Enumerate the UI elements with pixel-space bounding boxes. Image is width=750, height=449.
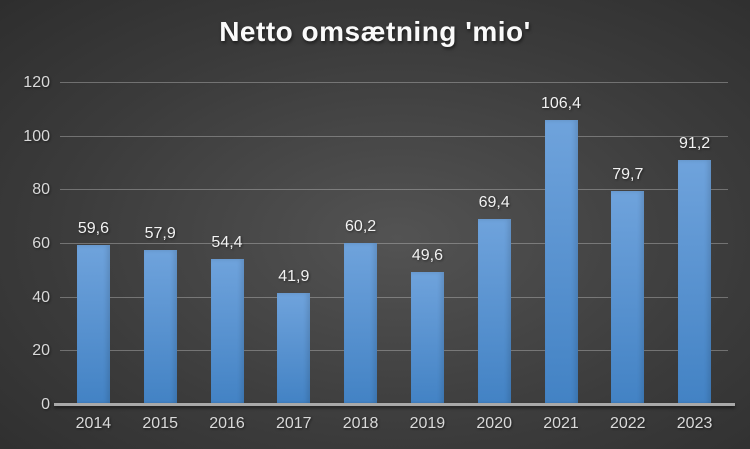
- gridline-80: [60, 189, 728, 191]
- y-tick-label-120: 120: [23, 74, 50, 91]
- data-label-2014: 59,6: [77, 220, 109, 238]
- bar-2015: [143, 249, 177, 405]
- data-label-2016: 54,4: [211, 234, 243, 252]
- plot-area: 59,6 57,9 54,4 41,9 60,2 49,6 69,4 106,4 79,7 91,…: [60, 82, 728, 405]
- x-tick-label-2017: 2017: [275, 415, 312, 432]
- y-tick-label-20: 20: [32, 342, 50, 360]
- bar-2016: [210, 259, 244, 405]
- x-tick-label-2019: 2019: [409, 415, 446, 432]
- x-tick-label-2022: 2022: [609, 415, 646, 432]
- x-axis-line: [54, 403, 735, 406]
- gridline-100: [60, 135, 728, 137]
- data-label-2018: 60,2: [345, 218, 377, 236]
- bar-2017: [277, 292, 311, 405]
- y-tick-label-60: 60: [32, 235, 50, 252]
- y-tick-label-40: 40: [32, 288, 50, 306]
- gridline-20: [60, 350, 728, 352]
- bar-2014: [76, 245, 110, 405]
- y-tick-label-80: 80: [32, 181, 50, 199]
- data-label-2020: 69,4: [478, 193, 510, 211]
- gridline-40: [60, 296, 728, 298]
- bar-2018: [344, 243, 378, 405]
- x-tick-label-2020: 2020: [476, 415, 512, 432]
- data-label-2021: 106,4: [540, 94, 582, 112]
- x-tick-label-2023: 2023: [676, 415, 713, 432]
- data-label-2017: 41,9: [278, 267, 310, 285]
- chart-title: Netto omsætning 'mio': [219, 16, 531, 47]
- bar-2020: [477, 218, 511, 405]
- x-tick-label-2014: 2014: [75, 415, 112, 432]
- y-tick-label-0: 0: [41, 396, 50, 413]
- gridline-120: [60, 82, 728, 83]
- y-tick-label-100: 100: [23, 127, 50, 145]
- bar-2019: [410, 271, 444, 405]
- bar-2023: [678, 160, 712, 405]
- x-tick-label-2018: 2018: [342, 415, 379, 432]
- data-label-2015: 57,9: [144, 224, 176, 242]
- x-tick-label-2021: 2021: [543, 415, 579, 432]
- bar-2022: [611, 191, 645, 405]
- gridline-60: [60, 243, 728, 244]
- data-label-2019: 49,6: [411, 246, 443, 264]
- x-tick-label-2015: 2015: [142, 415, 178, 432]
- bar-2021: [544, 119, 578, 405]
- x-tick-label-2016: 2016: [209, 415, 245, 432]
- data-label-2022: 79,7: [612, 166, 644, 184]
- data-label-2023: 91,2: [679, 135, 711, 153]
